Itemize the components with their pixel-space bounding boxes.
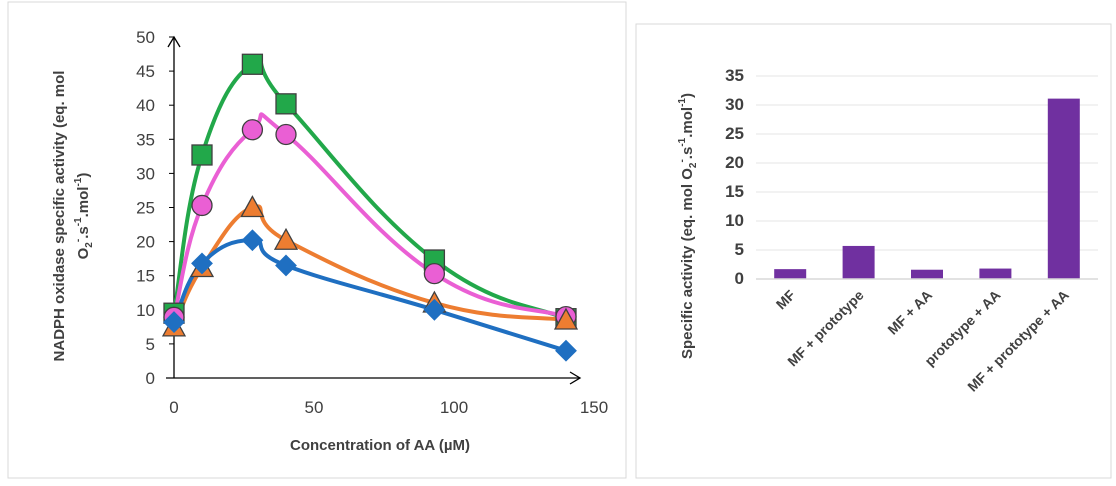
data-point-square <box>241 53 264 75</box>
left-y-tick-label: 40 <box>136 96 155 115</box>
line-chart: 0 5 10 15 20 25 30 35 40 45 50 0 50 100 150 Concentra… <box>7 1 627 479</box>
left-y-tick-labels: 0 5 10 15 20 25 30 35 40 45 50 <box>136 28 174 388</box>
data-point-triangle <box>553 307 579 330</box>
bar <box>842 245 875 279</box>
left-y-tick-label: 5 <box>146 335 155 354</box>
data-point-diamond <box>275 254 297 277</box>
left-x-tick-label: 50 <box>305 398 324 417</box>
left-y-tick-label: 30 <box>136 164 155 183</box>
left-y-tick-label: 35 <box>136 130 155 149</box>
bar <box>979 268 1012 279</box>
left-y-axis-title-line2: O2-.s-1.mol-1) <box>73 173 95 260</box>
data-point-circle <box>191 194 213 217</box>
data-point-triangle <box>273 227 299 250</box>
left-y-tick-label: 15 <box>136 267 155 286</box>
data-point-circle <box>241 119 264 141</box>
left-x-tick-label: 0 <box>169 398 178 417</box>
left-y-tick-label: 20 <box>136 233 155 252</box>
data-point-diamond <box>555 339 577 362</box>
right-y-tick-label: 5 <box>735 240 744 259</box>
bar <box>911 269 943 279</box>
right-gridlines <box>756 75 1098 251</box>
left-x-axis-title: Concentration of AA (µM) <box>290 437 470 454</box>
data-point-square <box>191 144 213 166</box>
left-y-tick-label: 0 <box>146 369 155 388</box>
right-y-tick-label: 0 <box>735 269 744 288</box>
right-y-tick-label: 30 <box>725 95 744 114</box>
left-series-markers <box>161 53 579 362</box>
right-y-axis-title: Specific activity (eq. mol O2-.s-1.mol-1… <box>677 93 699 359</box>
data-point-diamond <box>163 311 185 333</box>
right-y-tick-labels: 0 5 10 15 20 25 30 35 <box>725 66 744 288</box>
right-y-tick-label: 20 <box>725 153 744 172</box>
right-y-tick-label: 10 <box>725 211 744 230</box>
left-y-axis-arrowhead <box>167 35 181 48</box>
left-x-tick-label: 150 <box>580 398 608 417</box>
left-y-tick-label: 50 <box>136 28 155 47</box>
data-point-circle <box>423 263 446 285</box>
data-point-diamond <box>423 298 446 321</box>
right-y-tick-label: 15 <box>725 182 744 201</box>
left-x-tick-labels: 0 50 100 150 <box>169 398 608 417</box>
left-x-axis-arrowhead <box>569 371 582 385</box>
left-y-tick-label: 45 <box>136 62 155 81</box>
left-x-tick-label: 100 <box>440 398 468 417</box>
right-bars <box>774 98 1080 280</box>
bar <box>774 269 807 279</box>
left-y-tick-label: 25 <box>136 199 155 218</box>
bar <box>1047 98 1080 280</box>
data-point-square <box>275 93 297 115</box>
left-y-axis-title-line1: NADPH oxidase specific activity (eq. mol <box>51 71 68 362</box>
left-chart-frame <box>7 1 627 479</box>
data-point-triangle <box>240 195 265 218</box>
data-point-diamond <box>191 252 213 275</box>
left-y-tick-label: 10 <box>136 301 155 320</box>
right-y-tick-label: 35 <box>725 66 744 85</box>
data-point-diamond <box>241 229 264 252</box>
data-point-circle <box>275 123 297 146</box>
right-y-tick-label: 25 <box>725 124 744 143</box>
series-line-square <box>172 57 568 321</box>
